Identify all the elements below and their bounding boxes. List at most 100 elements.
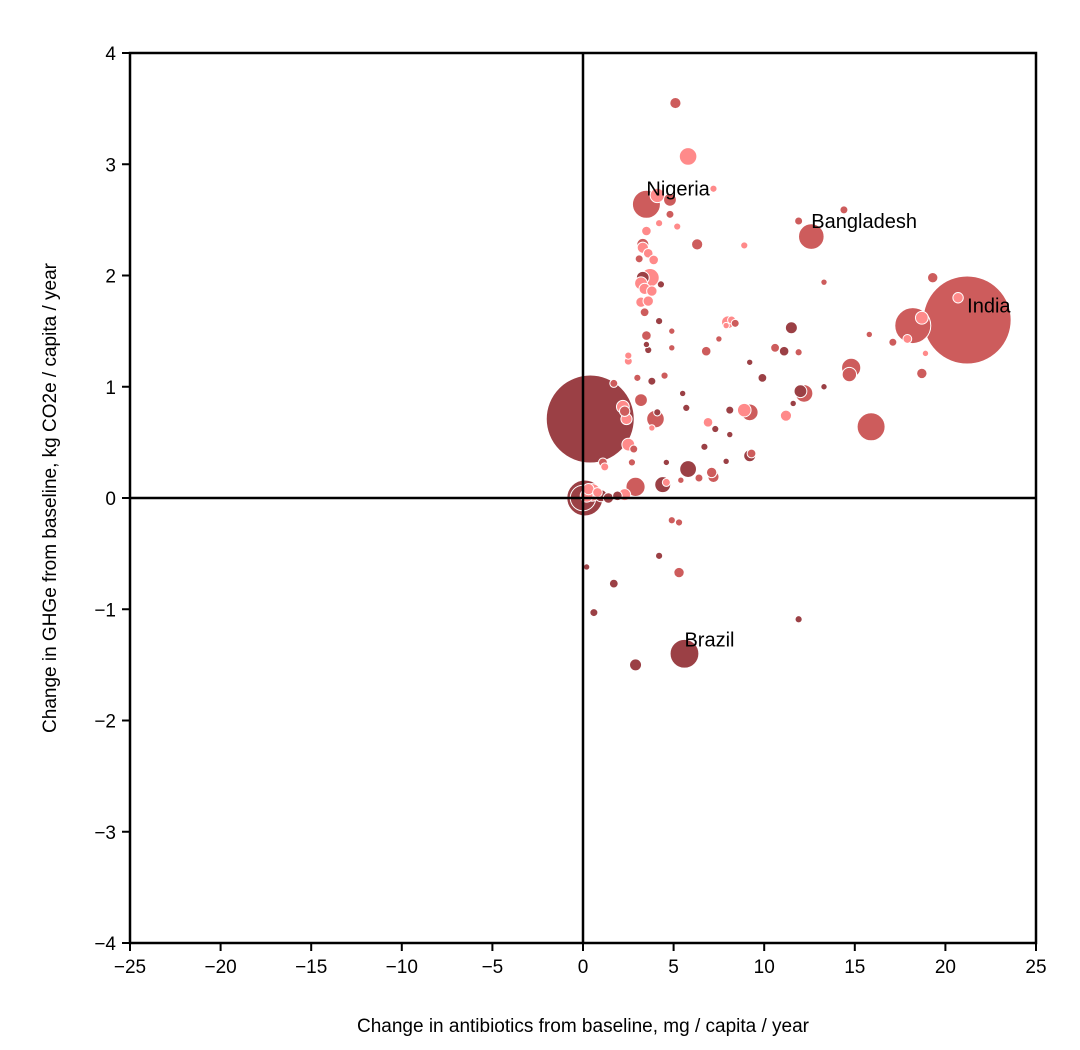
data-point xyxy=(660,371,669,380)
data-point xyxy=(726,430,734,439)
data-point xyxy=(839,205,849,215)
data-point xyxy=(952,292,964,304)
data-point xyxy=(655,317,664,326)
data-point xyxy=(647,376,657,386)
data-point xyxy=(682,403,691,412)
y-tick-label: 0 xyxy=(105,489,116,510)
data-point xyxy=(639,307,650,318)
data-point xyxy=(770,342,780,353)
data-point xyxy=(677,476,685,484)
data-point xyxy=(641,225,652,237)
data-point xyxy=(705,466,718,479)
data-point xyxy=(927,272,939,284)
data-point xyxy=(589,608,599,618)
x-tick-label: −15 xyxy=(295,957,327,978)
data-point xyxy=(691,238,704,251)
data-points xyxy=(545,96,1012,672)
data-point xyxy=(784,321,798,335)
data-point xyxy=(922,275,1012,365)
data-point xyxy=(653,408,662,417)
data-point xyxy=(740,241,749,250)
data-point xyxy=(625,476,646,497)
data-point xyxy=(627,458,637,467)
data-point xyxy=(794,216,804,226)
data-point xyxy=(841,366,858,383)
data-point xyxy=(609,378,619,388)
data-point xyxy=(746,358,754,366)
data-point xyxy=(618,405,631,417)
data-point xyxy=(646,285,658,297)
x-tick-label: 5 xyxy=(668,957,679,978)
data-point xyxy=(634,393,648,408)
data-point xyxy=(648,254,659,266)
data-point xyxy=(722,321,730,330)
data-point xyxy=(794,348,803,357)
data-point xyxy=(629,444,639,454)
data-point xyxy=(746,448,757,459)
annotation-label: India xyxy=(967,296,1011,318)
plot-frame xyxy=(128,51,1038,945)
data-point xyxy=(865,330,873,339)
data-point xyxy=(678,389,687,398)
data-point xyxy=(820,383,828,391)
data-point xyxy=(665,209,675,219)
data-point xyxy=(669,638,700,669)
data-point xyxy=(649,187,665,204)
data-point xyxy=(582,563,591,571)
x-tick-label: −20 xyxy=(204,957,236,978)
annotations: Nigeria Bangladesh India Brazil xyxy=(646,179,1011,652)
x-tick-label: 0 xyxy=(578,957,589,978)
data-point xyxy=(674,518,684,527)
data-point xyxy=(667,516,676,525)
data-point xyxy=(715,335,723,343)
x-tick-label: −5 xyxy=(482,957,504,978)
data-point xyxy=(642,295,654,307)
data-point xyxy=(600,462,610,472)
data-point xyxy=(888,337,898,347)
data-point xyxy=(856,412,886,442)
data-point xyxy=(711,424,720,434)
data-point xyxy=(669,96,682,110)
x-tick-label: −25 xyxy=(114,957,146,978)
data-point xyxy=(820,278,828,286)
data-point xyxy=(778,345,790,357)
data-point xyxy=(624,351,633,360)
data-point xyxy=(798,223,825,250)
data-point xyxy=(679,460,697,478)
data-point xyxy=(545,374,635,464)
data-point xyxy=(678,147,698,166)
data-point xyxy=(655,219,664,228)
x-tick-label: 25 xyxy=(1025,957,1046,978)
y-tick-label: 4 xyxy=(105,44,116,65)
data-point xyxy=(592,487,603,498)
data-point xyxy=(702,417,714,428)
data-point xyxy=(700,345,712,357)
data-point xyxy=(757,372,768,383)
data-point xyxy=(921,349,930,358)
data-point xyxy=(789,399,797,408)
y-tick-label: 2 xyxy=(105,267,116,288)
data-point xyxy=(634,254,644,264)
data-point xyxy=(694,473,704,483)
data-point xyxy=(794,615,803,624)
x-tick-label: 20 xyxy=(935,957,956,978)
data-point xyxy=(641,330,652,341)
y-tick-label: −1 xyxy=(94,600,116,621)
x-axis-label: Change in antibiotics from baseline, mg … xyxy=(357,1016,810,1037)
annotation-label: Bangladesh xyxy=(811,211,917,233)
data-point xyxy=(914,310,929,325)
y-tick-label: −3 xyxy=(94,823,116,844)
data-point xyxy=(673,222,682,231)
data-point xyxy=(709,184,718,193)
y-tick-label: 3 xyxy=(105,155,116,176)
data-point xyxy=(722,457,730,465)
data-point xyxy=(648,424,656,432)
y-tick-label: 1 xyxy=(105,378,116,399)
data-point xyxy=(642,340,651,349)
data-point xyxy=(661,477,671,487)
y-tick-label: −2 xyxy=(94,712,116,733)
x-tick-label: 10 xyxy=(754,957,775,978)
data-point xyxy=(700,442,709,451)
